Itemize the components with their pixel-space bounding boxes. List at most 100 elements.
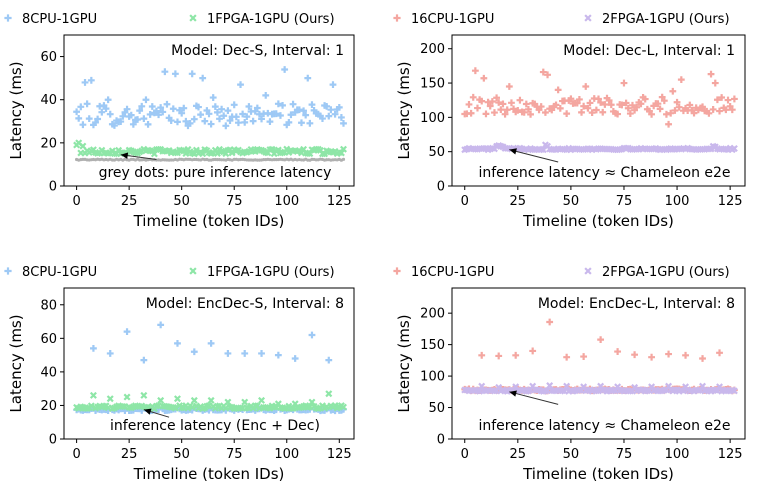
data-point	[180, 104, 188, 112]
y-axis-label: Latency (ms)	[7, 314, 25, 412]
data-point	[87, 76, 95, 84]
data-point	[304, 74, 312, 82]
data-point	[171, 404, 179, 412]
data-point	[605, 97, 613, 104]
data-point	[505, 83, 513, 90]
data-point	[629, 101, 636, 109]
data-point	[682, 351, 689, 359]
data-point	[325, 356, 333, 364]
legend-label: 2FPGA-1GPU (Ours)	[602, 12, 730, 27]
data-point	[607, 101, 615, 109]
series-16cpu-1gpu	[461, 67, 738, 128]
arrow-head	[509, 148, 517, 155]
data-point	[140, 115, 148, 123]
y-tick-label: 50	[428, 401, 445, 416]
y-tick-label: 100	[420, 370, 445, 385]
y-tick-label: 0	[437, 433, 445, 448]
data-point	[243, 113, 251, 121]
data-point	[188, 70, 196, 78]
data-point	[665, 120, 672, 128]
data-point	[707, 70, 715, 78]
data-point	[724, 96, 732, 104]
data-point	[667, 109, 675, 117]
data-point	[546, 382, 554, 390]
data-point	[211, 103, 219, 111]
data-point	[207, 396, 215, 404]
data-point	[539, 68, 547, 76]
plot-frame	[63, 287, 355, 440]
plot-frame	[451, 287, 746, 440]
chart-panel-4: 0 25 50 75 100 125 0 50 100 150 200 Timeline (token…	[393, 265, 746, 483]
legend-label: 16CPU-1GPU	[411, 265, 494, 280]
data-point	[499, 100, 507, 108]
data-point	[329, 81, 337, 89]
x-axis-label: Timeline (token IDs)	[522, 465, 674, 483]
x-tick-label: 100	[274, 447, 299, 462]
data-point	[182, 150, 190, 158]
data-point	[241, 118, 249, 126]
data-point	[174, 118, 181, 126]
data-point	[588, 109, 596, 117]
data-point	[155, 111, 162, 119]
annotation-arrow	[509, 149, 559, 163]
data-point	[641, 95, 649, 103]
data-point	[182, 117, 190, 125]
x-tick-label: 50	[173, 194, 190, 209]
data-point	[140, 391, 148, 399]
data-point	[673, 98, 681, 106]
data-point	[140, 356, 148, 364]
data-point	[716, 107, 723, 115]
legend-marker	[393, 14, 401, 22]
panel-note: inference latency (Enc + Dec)	[110, 418, 320, 434]
data-point	[142, 96, 150, 104]
x-tick-label: 100	[665, 447, 690, 462]
data-point	[308, 331, 316, 339]
chart-panel-3: 0 25 50 75 100 125 0 20 40 60 80 Timeline (token ID…	[4, 265, 355, 483]
x-tick-label: 75	[616, 194, 633, 209]
data-point	[253, 104, 261, 112]
data-point	[482, 110, 490, 118]
x-tick-label: 0	[72, 194, 80, 209]
data-point	[711, 79, 719, 87]
arrow-head	[143, 408, 152, 415]
data-point	[272, 110, 280, 118]
data-point	[144, 120, 152, 128]
x-tick-label: 75	[226, 447, 243, 462]
x-axis-label: Timeline (token IDs)	[133, 212, 285, 230]
data-point	[77, 103, 85, 111]
series-pure-inference	[75, 157, 346, 162]
data-point	[127, 111, 135, 119]
data-point	[501, 110, 509, 118]
x-tick-label: 25	[121, 447, 138, 462]
legend-label: 16CPU-1GPU	[411, 12, 494, 27]
series-2fpga-1gpu-ours-	[461, 141, 738, 154]
y-tick-label: 60	[40, 50, 57, 65]
y-tick-label: 200	[420, 307, 445, 322]
data-point	[567, 95, 575, 103]
data-point	[722, 106, 730, 114]
data-point	[213, 149, 221, 157]
data-point	[556, 104, 564, 112]
data-point	[478, 97, 486, 105]
data-point	[467, 109, 475, 117]
data-point	[658, 93, 666, 101]
data-point	[220, 112, 228, 120]
plot-area	[73, 321, 347, 415]
data-point	[279, 101, 286, 109]
data-point	[633, 103, 641, 111]
legend-label: 8CPU-1GPU	[22, 12, 97, 27]
data-point	[87, 402, 95, 410]
data-point	[287, 111, 295, 119]
data-point	[474, 104, 481, 112]
chart-panel-2: 0 25 50 75 100 125 0 50 100 150 200 Timeline (token…	[393, 12, 746, 230]
legend: 8CPU-1GPU 1FPGA-1GPU (Ours)	[4, 265, 335, 280]
data-point	[245, 103, 253, 110]
data-point	[207, 120, 215, 128]
data-point	[580, 353, 588, 360]
data-point	[575, 96, 583, 103]
data-point	[89, 391, 97, 399]
data-point	[637, 100, 645, 108]
data-point	[686, 101, 694, 109]
data-point	[81, 79, 89, 86]
data-point	[222, 122, 230, 130]
